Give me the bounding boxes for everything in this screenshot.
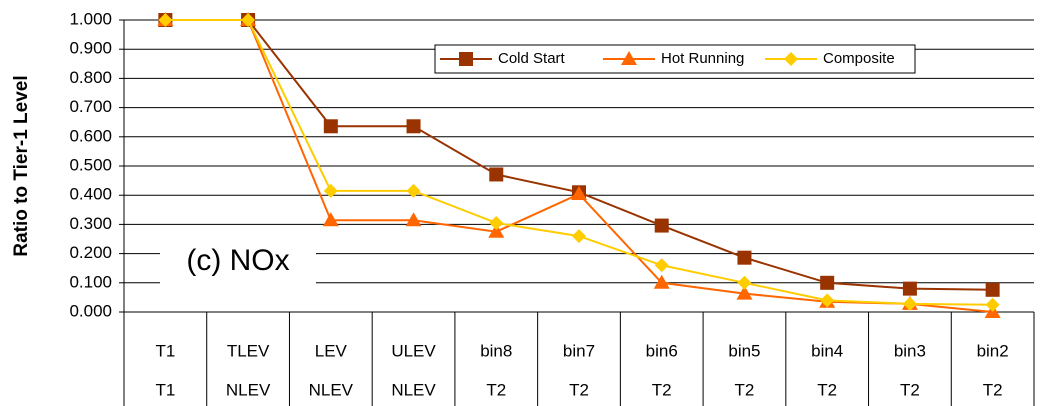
x-group-label: T2	[983, 380, 1003, 399]
y-tick-label: 0.400	[69, 185, 112, 204]
y-tick-label: 0.200	[69, 243, 112, 262]
marker	[323, 183, 338, 198]
y-tick-label: 0.900	[69, 39, 112, 58]
annotation-box	[160, 232, 316, 290]
x-tick-label: ULEV	[391, 341, 436, 360]
legend-label: Cold Start	[498, 50, 566, 67]
x-tick-label: TLEV	[227, 341, 270, 360]
x-tick-label: bin4	[811, 341, 843, 360]
x-group-label: T2	[817, 380, 837, 399]
marker	[489, 167, 504, 182]
x-group-label: NLEV	[226, 380, 271, 399]
marker	[322, 212, 339, 227]
legend-marker	[621, 51, 637, 65]
x-group-label: T2	[900, 380, 920, 399]
x-tick-label: bin5	[728, 341, 760, 360]
x-tick-label: bin2	[977, 341, 1009, 360]
y-tick-label: 0.600	[69, 126, 112, 145]
marker	[406, 183, 421, 198]
legend-label: Hot Running	[661, 50, 744, 67]
marker	[406, 119, 421, 134]
marker	[405, 212, 422, 227]
marker	[158, 13, 173, 27]
marker	[489, 215, 504, 230]
x-tick-label: T1	[155, 341, 175, 360]
legend-label: Composite	[823, 50, 895, 67]
marker	[571, 186, 587, 201]
marker	[985, 297, 1000, 312]
marker	[902, 296, 917, 311]
marker	[488, 223, 505, 238]
x-group-label: NLEV	[391, 380, 436, 399]
y-tick-label: 1.000	[69, 9, 112, 28]
annotation: (c) NOx	[186, 244, 289, 277]
x-group-label: T1	[155, 380, 175, 399]
x-tick-label: bin8	[480, 341, 512, 360]
y-axis-label: Ratio to Tier-1 Level	[11, 75, 32, 256]
marker	[820, 293, 835, 308]
marker	[737, 250, 752, 265]
legend-box	[434, 44, 916, 74]
x-group-label: T2	[486, 380, 506, 399]
y-tick-label: 0.700	[69, 97, 112, 116]
y-tick-label: 0.300	[69, 214, 112, 233]
marker	[653, 274, 670, 289]
y-tick-label: 0.500	[69, 155, 112, 174]
x-tick-label: bin7	[563, 341, 595, 360]
x-group-label: T2	[569, 380, 589, 399]
marker	[654, 258, 669, 273]
marker	[323, 119, 338, 134]
marker	[820, 275, 835, 290]
marker	[572, 229, 586, 244]
x-group-label: T2	[652, 380, 672, 399]
y-tick-label: 0.800	[69, 68, 112, 87]
marker	[654, 218, 669, 233]
marker	[736, 285, 753, 300]
x-tick-label: bin3	[894, 341, 926, 360]
marker	[737, 275, 752, 290]
legend-marker	[784, 52, 798, 66]
y-tick-label: 0.000	[69, 301, 112, 320]
x-tick-label: LEV	[315, 341, 348, 360]
legend-marker	[459, 52, 473, 66]
x-tick-label: bin6	[646, 341, 678, 360]
y-tick-label: 0.100	[69, 272, 112, 291]
marker	[985, 282, 1000, 297]
marker	[902, 281, 917, 296]
x-group-label: T2	[735, 380, 755, 399]
x-group-label: NLEV	[309, 380, 354, 399]
marker	[241, 13, 256, 27]
